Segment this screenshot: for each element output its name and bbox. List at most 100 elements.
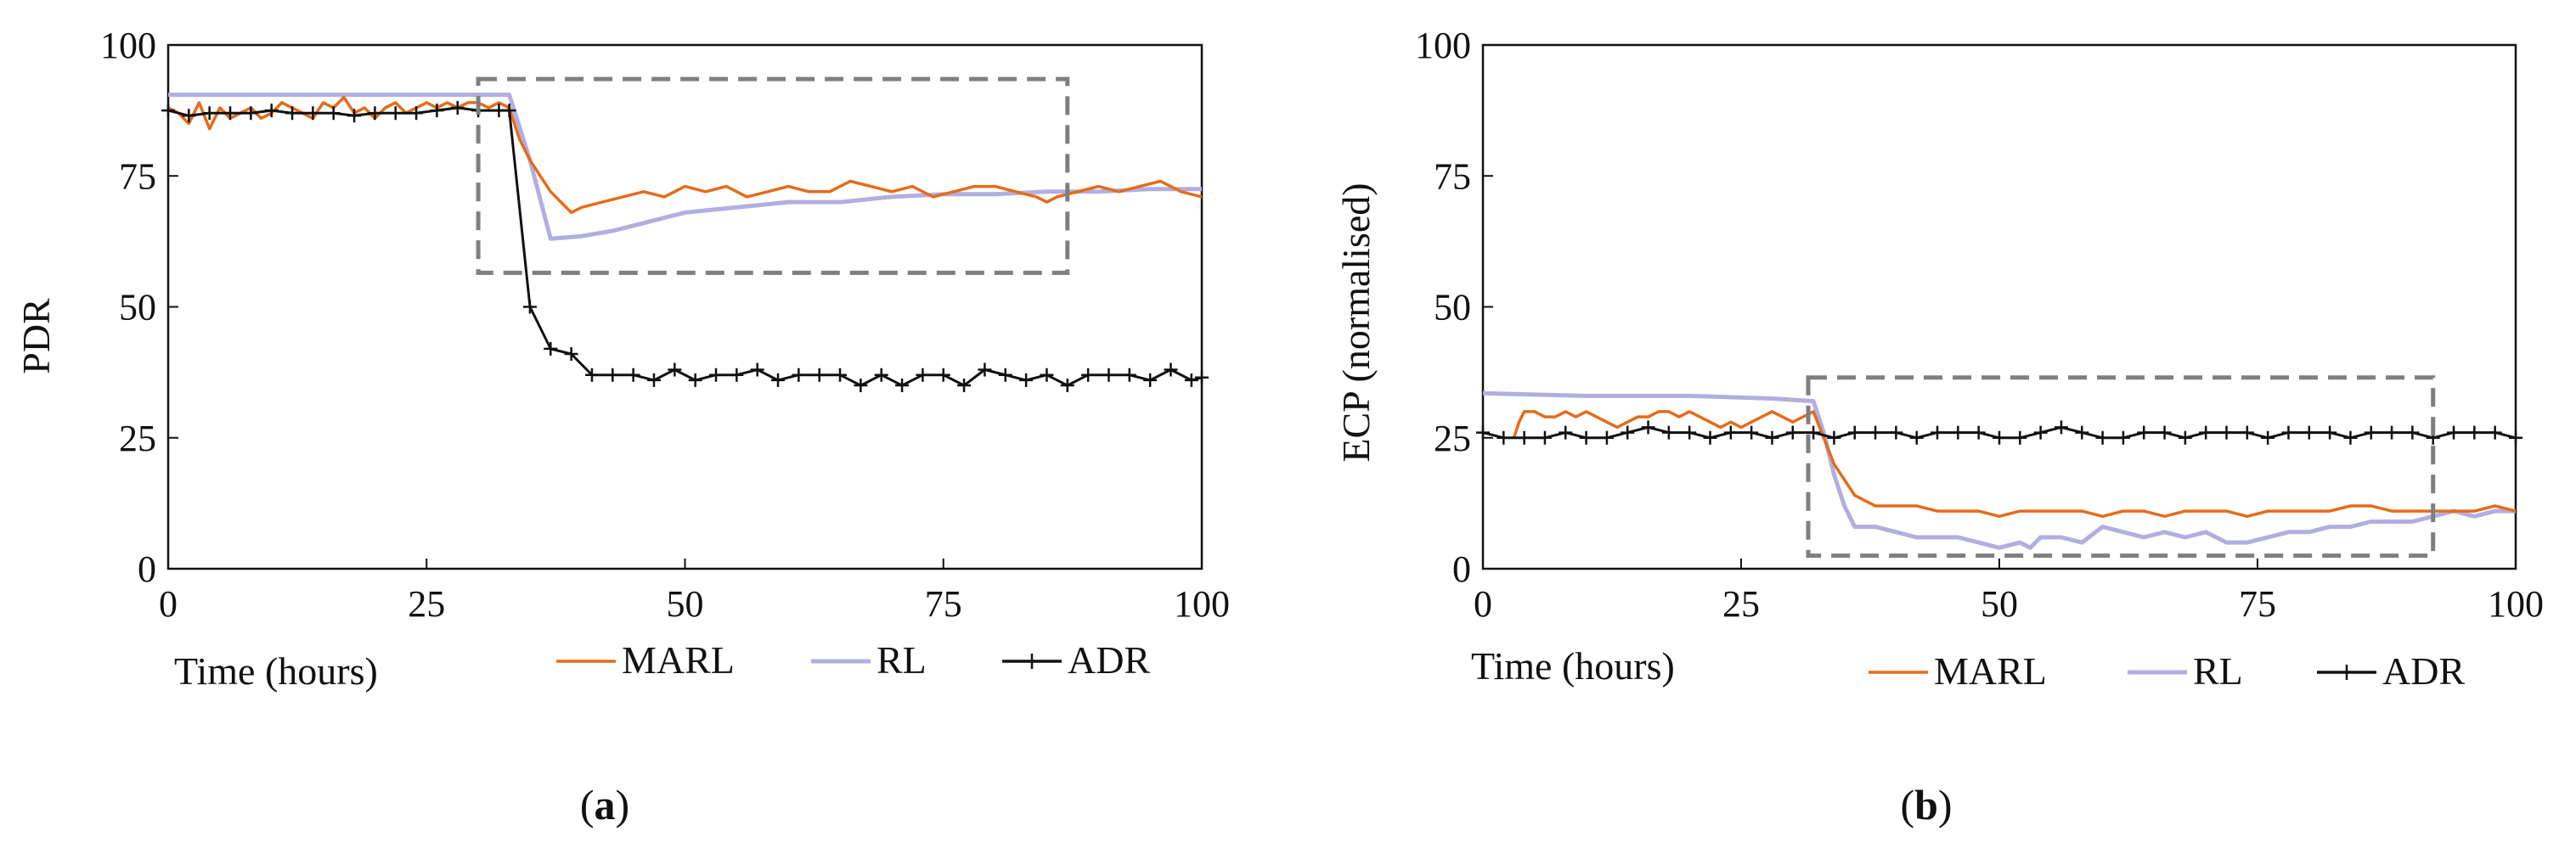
adr-point-marker: [1184, 373, 1198, 387]
adr-point-marker: [1599, 430, 1614, 445]
adr-point-marker: [2509, 430, 2522, 445]
y-tick-label: 75: [119, 155, 156, 197]
adr-point-marker: [771, 373, 786, 387]
legend-adr-marker: [1025, 654, 1039, 669]
x-tick-label: 0: [159, 583, 178, 625]
adr-point-marker: [182, 109, 196, 123]
adr-point-marker: [2116, 430, 2130, 445]
adr-point-marker: [584, 368, 599, 382]
adr-point-marker: [1195, 370, 1209, 385]
adr-point-marker: [544, 341, 558, 356]
adr-point-marker: [2137, 425, 2151, 440]
adr-point-marker: [957, 379, 972, 393]
adr-point-marker: [792, 368, 806, 382]
adr-point-marker: [1122, 368, 1136, 382]
adr-point-marker: [564, 347, 578, 362]
adr-point-marker: [2488, 425, 2502, 440]
adr-point-marker: [606, 368, 620, 382]
y-tick-label: 0: [1452, 548, 1471, 590]
adr-point-marker: [2054, 420, 2068, 435]
series-marl-line: [1512, 410, 2517, 519]
y-tick-label: 50: [1434, 287, 1471, 329]
adr-point-marker: [223, 106, 238, 121]
adr-point-marker: [161, 104, 175, 118]
y-tick-label: 25: [1434, 418, 1471, 459]
adr-point-marker: [2178, 430, 2192, 445]
y-tick-label: 50: [119, 287, 156, 329]
panel-b-legend: MARL RL ADR: [1869, 649, 2465, 693]
adr-point-marker: [709, 368, 724, 382]
adr-point-marker: [1143, 373, 1158, 387]
x-tick-label: 25: [408, 583, 445, 625]
series-rl-line: [168, 93, 1202, 241]
adr-point-marker: [1537, 430, 1552, 445]
adr-point-marker: [1723, 425, 1738, 440]
adr-point-marker: [833, 368, 848, 382]
adr-point-marker: [895, 379, 910, 393]
panel-b-x-axis-label: Time (hours): [1471, 644, 1675, 688]
adr-point-marker: [1517, 430, 1531, 445]
adr-point-marker: [2467, 425, 2482, 440]
adr-point-marker: [2157, 425, 2172, 440]
adr-point-marker: [2033, 425, 2048, 440]
adr-point-marker: [388, 106, 403, 121]
adr-point-marker: [430, 104, 444, 118]
adr-point-marker: [1909, 430, 1924, 445]
panel-b-caption: (b): [1900, 781, 1952, 828]
legend-marl-label: MARL: [622, 638, 735, 682]
adr-point-marker: [1785, 425, 1800, 440]
adr-point-marker: [2281, 425, 2296, 440]
panel-b-y-axis-label: ECP (normalised): [1334, 183, 1378, 462]
adr-point-marker: [2385, 425, 2399, 440]
adr-point-marker: [202, 106, 217, 121]
panel-b-plot-area: 0 25 50 75 100 0 25 50 75 100: [1415, 25, 2544, 625]
y-tick-label: 100: [1415, 25, 1471, 66]
panel-a-highlight-box: [476, 76, 1070, 275]
adr-point-marker: [2447, 425, 2461, 440]
adr-point-marker: [2343, 430, 2358, 445]
adr-point-marker: [1102, 368, 1116, 382]
adr-point-marker: [2323, 425, 2337, 440]
adr-point-marker: [2075, 425, 2089, 440]
x-tick-label: 100: [2488, 583, 2544, 625]
x-tick-label: 75: [2239, 583, 2276, 625]
adr-point-marker: [450, 101, 465, 115]
panel-a-plot-area: 0 25 50 75 100 0 25 50 75 100: [100, 25, 1230, 625]
x-tick-label: 75: [925, 583, 962, 625]
adr-point-marker: [1971, 425, 1986, 440]
adr-point-marker: [1847, 425, 1862, 440]
adr-point-marker: [874, 368, 888, 382]
panel-b-plot-frame: [1481, 43, 2517, 570]
adr-point-marker: [1827, 430, 1841, 445]
adr-point-marker: [326, 106, 341, 121]
legend-rl-label: RL: [877, 638, 927, 682]
x-tick-label: 100: [1174, 583, 1230, 625]
legend-adr-marker: [2340, 665, 2353, 680]
adr-point-marker: [730, 368, 744, 382]
adr-point-marker: [626, 368, 640, 382]
adr-point-marker: [1683, 425, 1697, 440]
panel-a-legend: MARL RL ADR: [556, 638, 1150, 682]
adr-point-marker: [1060, 379, 1074, 393]
adr-point-marker: [2405, 425, 2420, 440]
x-tick-label: 50: [667, 583, 704, 625]
adr-point-marker: [1081, 368, 1096, 382]
adr-point-marker: [1993, 430, 2006, 445]
adr-point-marker: [1019, 373, 1034, 387]
panel-a-y-axis-label: PDR: [14, 298, 58, 374]
panel-a-x-axis-label: Time (hours): [174, 649, 378, 693]
adr-point-marker: [1164, 362, 1178, 377]
series-marl-line: [167, 95, 1203, 215]
series-rl-line: [1482, 390, 2516, 550]
adr-point-marker: [978, 362, 992, 377]
adr-point-marker: [916, 368, 930, 382]
adr-point-marker: [812, 368, 826, 382]
adr-point-marker: [1579, 430, 1593, 445]
adr-point-marker: [347, 109, 362, 123]
adr-point-marker: [1869, 425, 1883, 440]
panel-b-highlight-box: [1806, 375, 2436, 559]
legend-adr-label: ADR: [1068, 638, 1150, 682]
adr-point-marker: [2013, 430, 2027, 445]
adr-point-marker: [244, 106, 258, 121]
